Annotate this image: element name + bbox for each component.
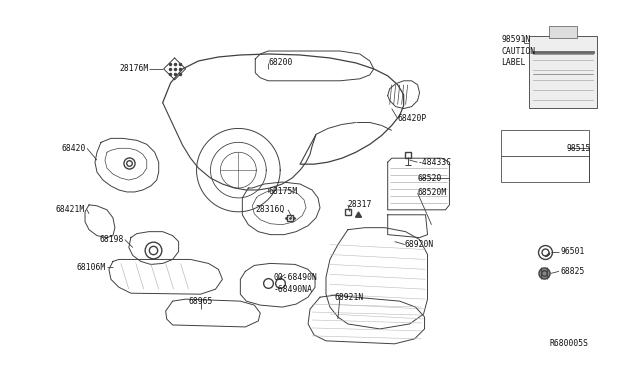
Text: 68520M: 68520M (417, 189, 447, 198)
Text: 98515: 98515 (567, 144, 591, 153)
Text: -48433C: -48433C (417, 158, 452, 167)
Text: 68921N: 68921N (335, 293, 364, 302)
Text: R680005S: R680005S (550, 339, 589, 348)
Text: 28316Q: 28316Q (255, 205, 285, 214)
Text: 68198: 68198 (99, 235, 124, 244)
Text: 68825: 68825 (561, 267, 586, 276)
Text: 68200: 68200 (268, 58, 292, 67)
Polygon shape (545, 253, 550, 256)
Text: 28317: 28317 (348, 201, 372, 209)
Text: 68420P: 68420P (397, 114, 427, 123)
Bar (549, 26, 577, 38)
Text: 28176M: 28176M (120, 64, 148, 73)
Text: 68520: 68520 (417, 174, 442, 183)
Text: 68965: 68965 (189, 296, 213, 306)
Text: LABEL: LABEL (501, 58, 525, 67)
Text: 00-68490N: 00-68490N (273, 273, 317, 282)
Bar (501, 131, 589, 182)
Text: 96501: 96501 (561, 247, 586, 256)
Bar (529, 36, 596, 108)
Text: 98591N: 98591N (501, 35, 531, 44)
Text: 68175M: 68175M (268, 187, 298, 196)
Text: 68420: 68420 (61, 144, 86, 153)
Text: 68920N: 68920N (404, 240, 434, 249)
Text: CAUTION: CAUTION (501, 46, 535, 55)
Text: 68421M: 68421M (56, 205, 85, 214)
Text: 68106M: 68106M (77, 263, 106, 272)
Text: -68490NA: -68490NA (273, 285, 312, 294)
